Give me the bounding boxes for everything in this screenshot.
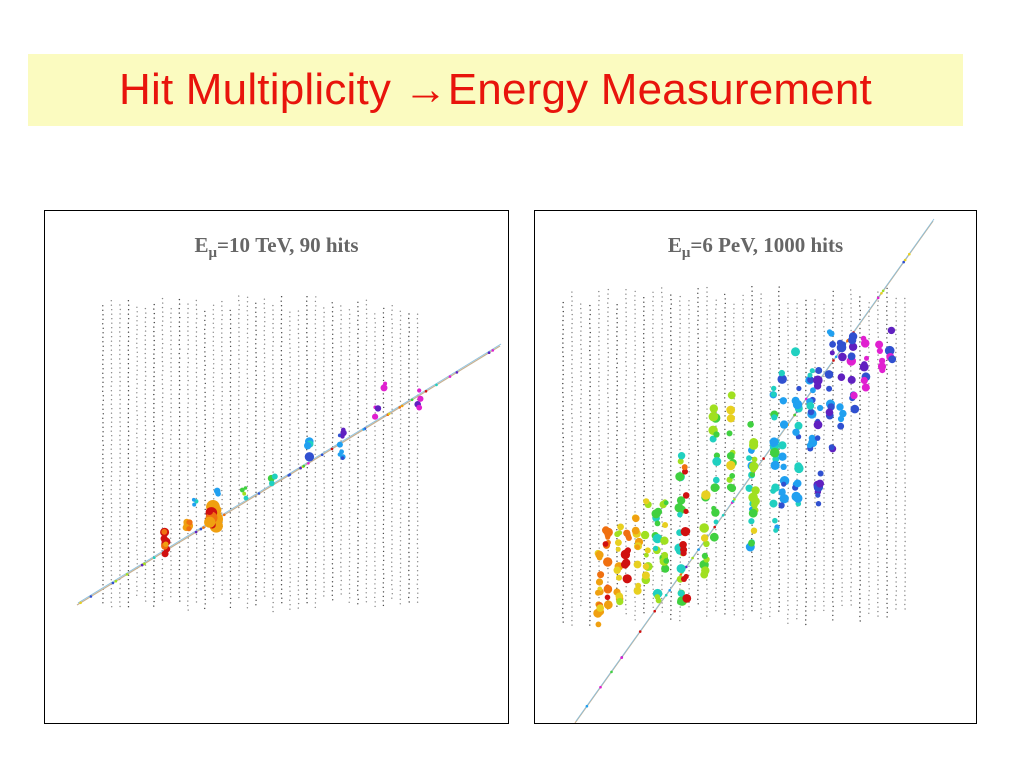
event-caption-right: Eμ=6 PeV, 1000 hits: [535, 233, 976, 262]
hit-cluster: [726, 391, 737, 493]
hit-cluster: [160, 527, 171, 548]
title-banner: Hit Multiplicity →Energy Measurement: [28, 54, 963, 126]
hit-cluster: [708, 404, 722, 542]
hit-cluster: [824, 329, 837, 453]
track-hit-markers: [79, 349, 495, 605]
hit-cluster: [748, 438, 760, 534]
caption-muon-subscript: μ: [681, 245, 691, 261]
hit-cluster: [679, 464, 692, 603]
hit-cluster: [791, 347, 804, 507]
detector-event-10tev: [76, 295, 502, 613]
hit-cluster: [161, 541, 171, 558]
hit-cluster: [651, 507, 663, 604]
hit-cluster: [875, 340, 887, 374]
hit-cluster: [267, 473, 278, 487]
detector-event-6pev: [562, 218, 935, 723]
caption-energy-symbol: E: [667, 233, 682, 257]
hit-cluster: [191, 497, 199, 507]
hit-cluster: [699, 490, 711, 579]
hit-cluster: [631, 514, 644, 595]
hit-cluster: [769, 385, 780, 533]
hit-cluster: [813, 367, 824, 507]
caption-energy-hits: =10 TeV, 90 hits: [217, 233, 359, 257]
caption-energy-symbol: E: [194, 233, 209, 257]
hit-cluster: [414, 388, 424, 411]
hit-cluster: [304, 437, 315, 462]
event-display-right: Eμ=6 PeV, 1000 hits: [534, 210, 977, 724]
slide-title: Hit Multiplicity →Energy Measurement: [119, 65, 872, 114]
hit-cluster: [372, 405, 382, 420]
hit-cluster: [602, 526, 613, 610]
hit-cluster: [640, 498, 653, 585]
detector-strings: [102, 295, 419, 613]
hit-cluster: [884, 326, 897, 364]
hit-cluster: [380, 381, 388, 392]
hit-cluster: [213, 487, 221, 497]
hit-cluster: [239, 486, 249, 501]
hit-cluster: [620, 529, 632, 584]
caption-muon-subscript: μ: [208, 245, 217, 261]
hit-cluster: [336, 433, 346, 460]
event-display-left: Eμ=10 TeV, 90 hits: [44, 210, 509, 724]
hit-cluster: [846, 332, 860, 414]
hit-cluster: [340, 427, 347, 439]
hit-cluster: [204, 507, 218, 529]
event-caption-left: Eμ=10 TeV, 90 hits: [45, 233, 508, 262]
hit-cluster: [613, 523, 624, 606]
hit-cluster: [593, 549, 605, 628]
hit-cluster: [182, 518, 194, 532]
hit-cluster: [836, 339, 847, 430]
hit-cluster: [659, 499, 670, 573]
hit-cluster: [777, 369, 790, 509]
hit-cluster: [805, 368, 818, 452]
hit-cluster: [859, 335, 871, 392]
caption-energy-hits: =6 PeV, 1000 hits: [690, 233, 844, 257]
